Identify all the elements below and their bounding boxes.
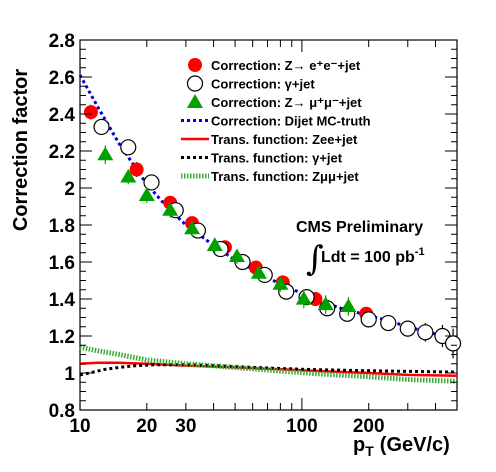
y-tick-label: 1.4 bbox=[49, 290, 76, 311]
data-point bbox=[120, 168, 137, 185]
point-marker bbox=[360, 311, 377, 328]
legend-entry: Correction: Z→ μ⁺μ⁻+jet bbox=[187, 94, 362, 110]
point-marker bbox=[97, 146, 114, 161]
point-marker bbox=[250, 265, 267, 279]
legend-label: Correction: Dijet MC-truth bbox=[211, 114, 371, 129]
luminosity-label: Ldt = 100 pb-1 bbox=[321, 246, 425, 266]
legend: Correction: Z→ e⁺e⁻+jet Correction: γ+jet… bbox=[181, 58, 371, 184]
point-marker bbox=[129, 162, 144, 177]
point-marker bbox=[83, 105, 98, 120]
point-marker bbox=[143, 174, 160, 191]
data-point bbox=[250, 265, 267, 281]
legend-label: Correction: Z→ μ⁺μ⁻+jet bbox=[211, 95, 362, 110]
legend-entry: Correction: γ+jet bbox=[186, 75, 315, 92]
point-marker bbox=[162, 202, 179, 216]
point-marker bbox=[444, 335, 462, 352]
point-marker bbox=[380, 314, 397, 332]
data-point bbox=[229, 248, 246, 264]
x-axis-title-unit: (GeV/c) bbox=[380, 434, 450, 456]
data-point bbox=[399, 320, 416, 337]
legend-swatch bbox=[188, 58, 202, 72]
legend-label: Trans. function: Zee+jet bbox=[211, 132, 358, 147]
data-point bbox=[97, 145, 114, 164]
data-point bbox=[138, 187, 155, 203]
cms-annotation: CMS Preliminary ∫ Ldt = 100 pb-1 bbox=[296, 219, 425, 279]
point-marker bbox=[295, 291, 312, 305]
legend-entry: Trans. function: Zμμ+jet bbox=[181, 169, 359, 184]
luminosity-exponent: -1 bbox=[415, 246, 425, 258]
x-axis-title-sub: T bbox=[365, 443, 374, 459]
data-point bbox=[143, 174, 160, 191]
data-point bbox=[272, 276, 289, 292]
point-marker bbox=[229, 248, 246, 263]
y-axis-title: Correction factor bbox=[10, 69, 32, 231]
point-marker bbox=[93, 118, 110, 136]
legend-swatch bbox=[186, 75, 204, 92]
y-tick-label: 1.2 bbox=[49, 327, 75, 348]
legend-entry: Correction: Z→ e⁺e⁻+jet bbox=[188, 58, 361, 73]
data-point bbox=[129, 162, 144, 177]
point-marker bbox=[120, 139, 137, 156]
x-tick-label: 30 bbox=[175, 416, 196, 437]
point-marker bbox=[206, 237, 223, 251]
y-tick-label: 2.4 bbox=[49, 105, 76, 126]
point-marker bbox=[417, 324, 434, 341]
y-tick-label: 1.8 bbox=[49, 216, 75, 237]
axis-ticks: 0.8 1 1.2 1.4 1.6 1.8 2 2.2 2.4 2.6 2.8 10 20 30 100 20… bbox=[49, 31, 458, 437]
data-point bbox=[83, 104, 98, 120]
data-point bbox=[417, 323, 434, 342]
data-point bbox=[162, 202, 179, 218]
markers-layer bbox=[83, 104, 462, 359]
legend-label: Trans. function: Zμμ+jet bbox=[211, 169, 359, 184]
point-marker bbox=[340, 298, 357, 312]
data-point bbox=[93, 118, 110, 136]
legend-swatch bbox=[187, 94, 203, 108]
data-point bbox=[317, 295, 334, 314]
y-tick-label: 2.6 bbox=[49, 68, 75, 89]
y-tick-label: 0.8 bbox=[49, 401, 75, 422]
legend-entry: Trans. function: Zee+jet bbox=[181, 132, 358, 147]
y-tick-label: 2.2 bbox=[49, 142, 75, 163]
integral-symbol: ∫ bbox=[306, 239, 324, 279]
y-tick-label: 2.8 bbox=[49, 31, 75, 52]
point-marker bbox=[317, 296, 334, 311]
data-point bbox=[340, 297, 357, 316]
x-axis-title-p: p bbox=[353, 434, 365, 456]
cms-preliminary-label: CMS Preliminary bbox=[296, 219, 423, 236]
point-marker bbox=[184, 220, 201, 235]
series-curve-5 bbox=[79, 363, 458, 377]
y-tick-label: 1.6 bbox=[49, 253, 75, 274]
data-point bbox=[360, 311, 377, 328]
point-marker bbox=[138, 187, 155, 201]
x-tick-label: 10 bbox=[69, 416, 90, 437]
point-marker bbox=[399, 320, 416, 337]
x-tick-label: 100 bbox=[286, 416, 318, 437]
legend-label: Correction: γ+jet bbox=[211, 77, 315, 92]
x-tick-label: 200 bbox=[353, 416, 385, 437]
x-tick-label: 20 bbox=[136, 416, 157, 437]
data-point bbox=[380, 314, 397, 332]
y-tick-label: 1 bbox=[64, 364, 75, 385]
point-marker bbox=[272, 276, 289, 290]
luminosity-value: Ldt = 100 pb bbox=[321, 249, 415, 266]
legend-label: Trans. function: γ+jet bbox=[211, 151, 343, 166]
legend-label: Correction: Z→ e⁺e⁻+jet bbox=[211, 58, 361, 73]
legend-entry: Correction: Dijet MC-truth bbox=[181, 114, 371, 129]
data-point bbox=[184, 220, 201, 237]
x-axis-title: pT (GeV/c) bbox=[353, 434, 450, 459]
data-point bbox=[120, 139, 137, 156]
y-tick-label: 2 bbox=[64, 179, 75, 200]
legend-entry: Trans. function: γ+jet bbox=[181, 151, 343, 166]
series-curve-6 bbox=[79, 344, 458, 384]
data-point bbox=[206, 237, 223, 253]
point-marker bbox=[120, 168, 137, 183]
data-point bbox=[295, 289, 312, 309]
